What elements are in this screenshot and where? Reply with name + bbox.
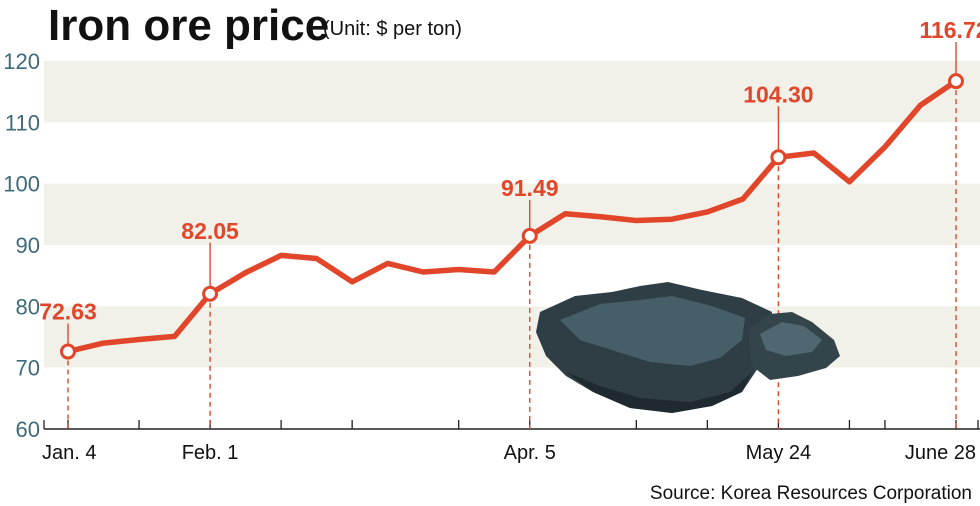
band-90-100 (44, 183, 980, 245)
source-note: Source: Korea Resources Corporation (650, 483, 972, 504)
data-point-marker-4 (948, 73, 964, 90)
x-tick-label-3: May 24 (746, 442, 812, 464)
value-label-2: 91.49 (501, 175, 559, 201)
chart-title: Iron ore price (48, 1, 329, 50)
y-tick-60: 60 (16, 417, 40, 442)
x-axis: Jan. 4 Feb. 1 Apr. 5 May 24 June 28 (42, 420, 980, 464)
band-70-80 (44, 306, 980, 368)
x-tick-label-1: Feb. 1 (182, 442, 239, 464)
background-bands (44, 61, 980, 368)
unit-note: (Unit: $ per ton) (323, 18, 462, 40)
data-point-marker-0 (60, 343, 76, 360)
value-label-0: 72.63 (39, 299, 97, 325)
data-point-marker-2 (521, 227, 538, 244)
value-labels: 72.63 82.05 91.49 104.30 116.72 (39, 17, 980, 324)
data-point-marker-1 (202, 285, 219, 302)
ore-rock-small-highlight (760, 322, 822, 356)
ore-rock-large-shadow (566, 372, 752, 413)
value-label-1: 82.05 (181, 218, 239, 244)
y-tick-80: 80 (16, 294, 40, 319)
value-label-4: 116.72 (919, 17, 980, 43)
y-tick-120: 120 (3, 49, 40, 74)
y-tick-90: 90 (16, 233, 40, 258)
y-tick-100: 100 (3, 172, 40, 197)
x-tick-label-2: Apr. 5 (504, 442, 556, 464)
iron-ore-rock-illustration (536, 282, 840, 413)
highlight-markers (60, 73, 964, 360)
x-tick-label-0: Jan. 4 (42, 442, 96, 464)
y-tick-70: 70 (16, 356, 40, 381)
y-axis-ticks: 60 70 80 90 100 110 120 (3, 49, 40, 442)
band-110-120 (44, 61, 980, 123)
data-point-marker-3 (770, 149, 787, 166)
ore-rock-large-highlight (560, 296, 745, 366)
value-label-3: 104.30 (743, 81, 813, 107)
y-tick-110: 110 (5, 110, 40, 135)
x-tick-label-4: June 28 (905, 442, 976, 464)
